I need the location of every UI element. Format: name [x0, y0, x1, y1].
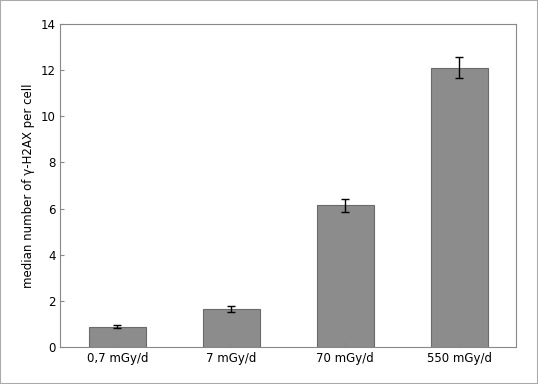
Bar	[89, 326, 146, 348]
Y-axis label: median number of γ-H2AX per cell: median number of γ-H2AX per cell	[22, 83, 35, 288]
Bar	[317, 205, 374, 348]
Bar	[203, 309, 260, 348]
Bar	[430, 68, 487, 348]
